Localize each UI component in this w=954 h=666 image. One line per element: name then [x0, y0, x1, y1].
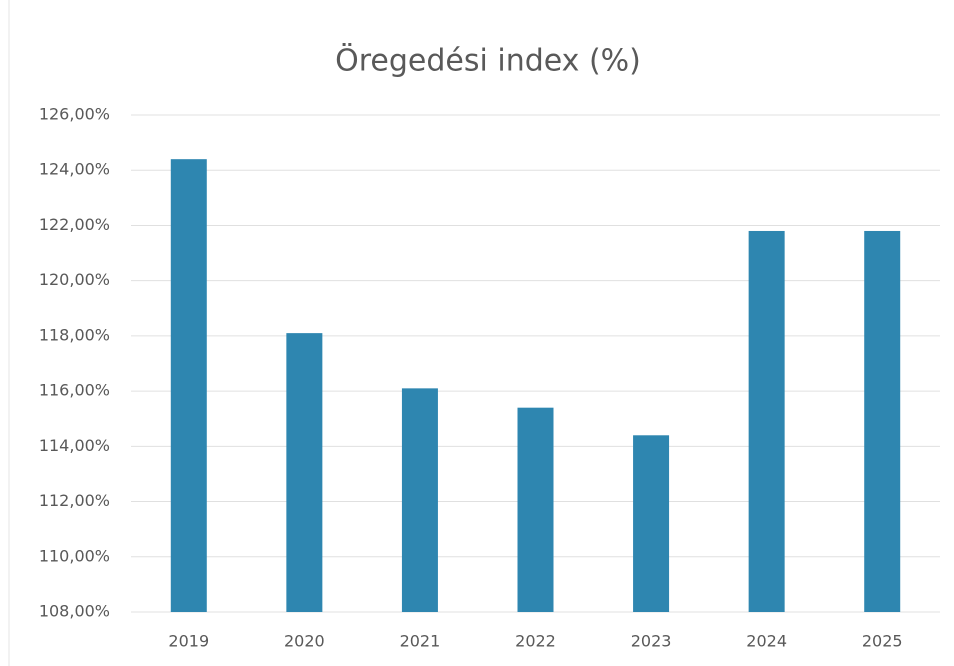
x-tick-label: 2024: [746, 632, 787, 651]
y-tick-label: 108,00%: [39, 602, 110, 621]
x-tick-label: 2022: [515, 632, 556, 651]
bar: [864, 230, 901, 612]
x-tick-label: 2021: [400, 632, 441, 651]
bar: [170, 159, 207, 612]
y-tick-label: 120,00%: [39, 270, 110, 289]
bar: [401, 388, 438, 612]
bar: [748, 230, 785, 612]
bar: [517, 407, 554, 612]
y-tick-label: 122,00%: [39, 215, 110, 234]
y-tick-label: 112,00%: [39, 491, 110, 510]
bar: [286, 333, 323, 612]
y-tick-label: 116,00%: [39, 381, 110, 400]
bar: [633, 435, 670, 612]
y-tick-label: 124,00%: [39, 160, 110, 179]
y-tick-label: 126,00%: [39, 105, 110, 124]
x-tick-label: 2023: [631, 632, 672, 651]
x-tick-label: 2020: [284, 632, 325, 651]
x-tick-label: 2025: [862, 632, 903, 651]
x-tick-label: 2019: [168, 632, 209, 651]
chart-title: Öregedési index (%): [335, 43, 641, 79]
y-tick-label: 110,00%: [39, 546, 110, 565]
y-tick-label: 118,00%: [39, 325, 110, 344]
y-tick-label: 114,00%: [39, 436, 110, 455]
